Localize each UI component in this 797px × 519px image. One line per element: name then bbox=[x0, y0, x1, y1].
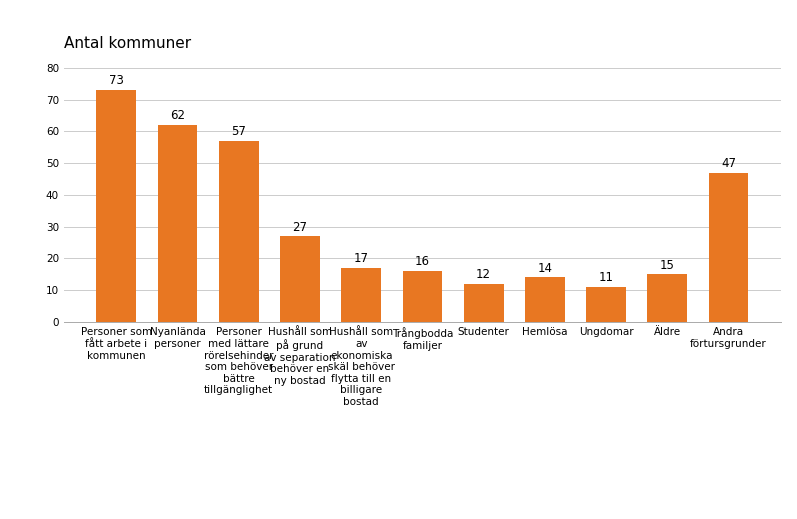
Text: 11: 11 bbox=[599, 271, 614, 284]
Bar bbox=[219, 141, 258, 322]
Text: 27: 27 bbox=[292, 221, 308, 234]
Bar bbox=[709, 172, 748, 322]
Bar bbox=[587, 287, 626, 322]
Text: 62: 62 bbox=[170, 110, 185, 122]
Text: 16: 16 bbox=[415, 255, 430, 268]
Text: Antal kommuner: Antal kommuner bbox=[64, 36, 191, 51]
Bar bbox=[96, 90, 136, 322]
Text: 47: 47 bbox=[721, 157, 736, 170]
Bar bbox=[158, 125, 198, 322]
Text: 12: 12 bbox=[476, 268, 491, 281]
Bar bbox=[280, 236, 320, 322]
Text: 14: 14 bbox=[537, 262, 552, 275]
Text: 57: 57 bbox=[231, 125, 246, 138]
Text: 15: 15 bbox=[660, 258, 675, 271]
Bar bbox=[525, 277, 565, 322]
Text: 17: 17 bbox=[354, 252, 369, 265]
Bar bbox=[464, 284, 504, 322]
Bar bbox=[647, 274, 687, 322]
Bar bbox=[341, 268, 381, 322]
Text: 73: 73 bbox=[109, 74, 124, 88]
Bar bbox=[402, 271, 442, 322]
